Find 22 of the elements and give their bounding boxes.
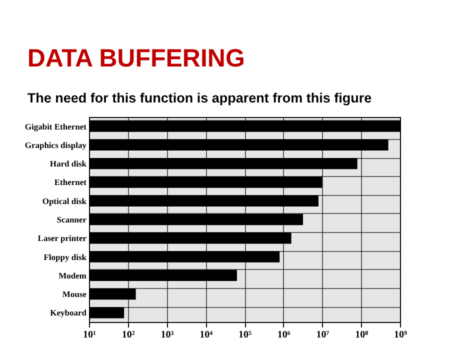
y-tick-label: Scanner [56,214,87,224]
y-tick-label: Ethernet [54,177,87,188]
chart-subtitle: The need for this function is apparent from this figure [27,90,372,106]
y-tick-label: Optical disk [42,196,87,206]
x-tick-label: 10⁶ [277,330,290,340]
y-tick-label: Mouse [62,289,87,300]
x-tick-label: 10⁵ [238,330,252,340]
y-tick-label: Graphics display [24,140,88,150]
x-tick-label: 10⁹ [394,330,407,340]
x-tick-label: 10⁸ [355,330,368,340]
chart-title: DATA BUFFERING [27,44,245,72]
y-tick-label: Hard disk [50,158,87,169]
y-tick-label: Floppy disk [44,252,87,262]
x-tick-label: 10² [122,330,135,340]
y-tick-label: Modem [58,270,86,280]
y-tick-label: Keyboard [50,308,87,318]
x-tick-label: 10⁷ [316,330,330,340]
x-tick-label: 10⁴ [200,330,213,340]
y-tick-label: Gigabit Ethernet [24,121,87,132]
x-tick-label: 10¹ [83,330,96,340]
y-tick-label: Laser printer [38,233,87,244]
x-tick-label: 10³ [160,330,174,340]
